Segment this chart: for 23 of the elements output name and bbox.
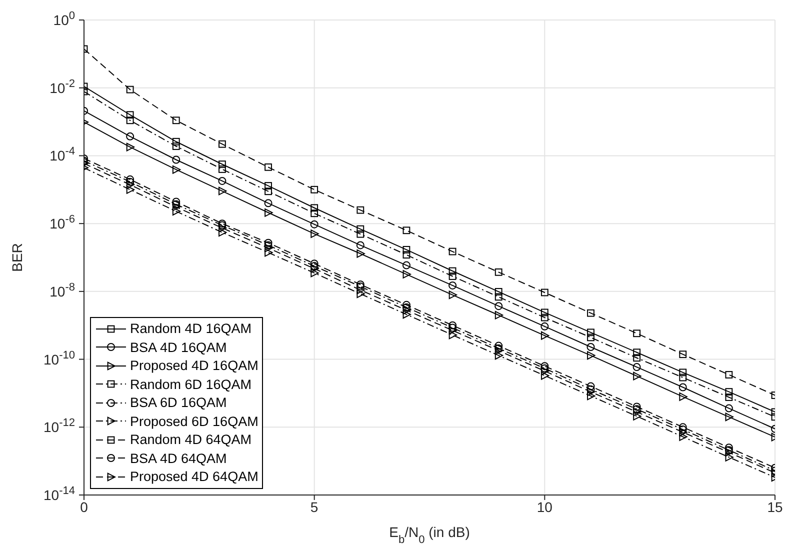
x-axis-title: E$_{b}$/N$_{0}$ (in dB) [389,524,470,546]
legend-label: Proposed 6D 16QAM [130,414,258,429]
y-tick-label: 10$^{-14}$ [44,485,75,503]
y-tick-label: 10$^{-6}$ [50,214,75,232]
x-tick-label: 15 [767,498,783,515]
y-tick-label: 10$^{-4}$ [50,146,75,164]
legend-label: Proposed 4D 16QAM [130,358,258,374]
legend-label: Random 4D 64QAM [130,432,252,448]
x-tick-label: 0 [80,498,88,515]
y-tick-label: 10$^{-8}$ [50,281,75,300]
y-tick-label: 10$^{-10}$ [44,349,75,368]
y-tick-label: 10$^{0}$ [53,10,75,28]
x-tick-label: 5 [310,498,318,515]
legend-label: Random 4D 16QAM [130,321,252,336]
y-axis-title: BER [9,243,25,272]
legend-label: BSA 4D 16QAM [130,340,227,355]
y-tick-label: 10$^{-2}$ [50,78,75,96]
legend-label: BSA 6D 16QAM [130,395,227,410]
x-tick-label: 10 [536,498,553,515]
legend-label: Proposed 4D 64QAM [130,469,258,484]
legend-label: Random 6D 16QAM [130,376,252,392]
y-tick-label: 10$^{-12}$ [44,417,75,436]
legend-label: BSA 4D 64QAM [130,450,227,466]
